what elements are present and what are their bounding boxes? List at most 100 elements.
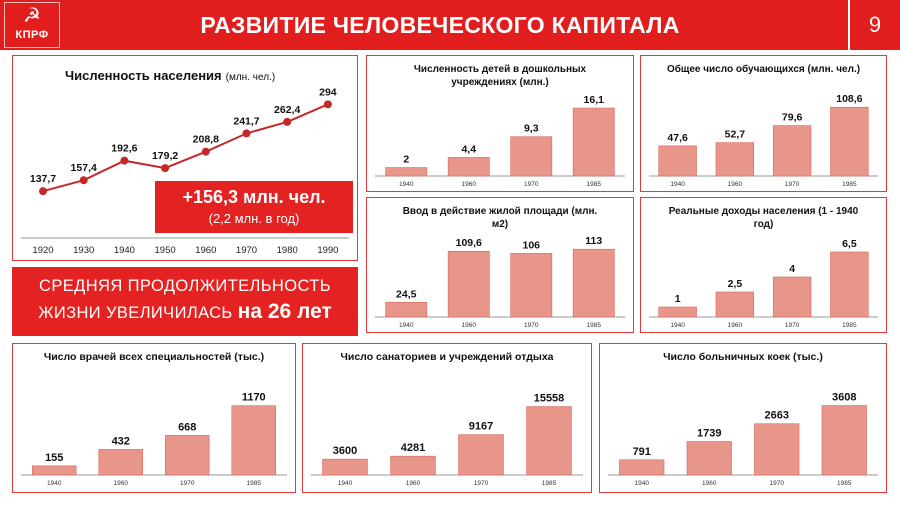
bar — [715, 142, 755, 177]
chart-title-unit: (млн. чел.) — [226, 72, 276, 83]
data-label: 47,6 — [667, 132, 688, 144]
data-label: 109,6 — [456, 237, 482, 249]
population-growth-box: +156,3 млн. чел. (2,2 млн. в год) — [155, 181, 353, 233]
students-chart-panel: Общее число обучающихся (млн. чел.) 47,6 1… — [640, 55, 887, 192]
chart-svg: Реальные доходы населения (1 - 1940 год) 1… — [649, 206, 878, 329]
data-label: 9167 — [469, 421, 493, 433]
data-label: 262,4 — [274, 104, 300, 116]
data-label: 3608 — [832, 392, 856, 404]
data-label: 157,4 — [71, 162, 97, 174]
data-label: 9,3 — [524, 123, 539, 135]
bar — [772, 276, 812, 318]
tick-label: 1990 — [317, 245, 338, 256]
data-label: 432 — [112, 435, 130, 447]
data-label: 155 — [45, 452, 63, 464]
data-point — [242, 129, 251, 138]
life-expectancy-box: СРЕДНЯЯ ПРОДОЛЖИТЕЛЬНОСТЬ ЖИЗНИ УВЕЛИЧИЛ… — [12, 267, 358, 336]
bar — [619, 459, 665, 476]
tick-label: 1970 — [524, 181, 539, 188]
bar — [231, 405, 276, 476]
data-label: 192,6 — [111, 143, 137, 155]
data-point — [120, 156, 129, 165]
data-label: 15558 — [534, 393, 565, 405]
tick-label: 1940 — [399, 181, 414, 188]
chart-title: Число врачей всех специальностей (тыс.) — [44, 351, 264, 363]
bar — [390, 455, 436, 476]
tick-label: 1950 — [155, 245, 176, 256]
tick-label: 1940 — [635, 480, 650, 487]
hammer-sickle-icon: ☭ — [23, 5, 41, 27]
data-point — [39, 187, 47, 196]
bar — [458, 434, 504, 476]
bar — [447, 250, 490, 318]
chart-title: год) — [754, 219, 774, 230]
life-expectancy-text: ЖИЗНИ УВЕЛИЧИЛАСЬ — [38, 304, 233, 322]
tick-label: 1970 — [180, 480, 195, 487]
data-point — [79, 176, 88, 185]
bar — [165, 435, 210, 476]
tick-label: 1940 — [399, 322, 414, 329]
tick-label: 1960 — [114, 480, 129, 487]
hospital-beds-chart-panel: Число больничных коек (тыс.) 791 1940 1739 1… — [599, 343, 887, 493]
logo-text: КПРФ — [15, 29, 49, 41]
tick-label: 1940 — [114, 245, 135, 256]
chart-svg: Ввод в действие жилой площади (млн. м2) 24… — [375, 206, 625, 329]
data-label: 1 — [675, 293, 681, 305]
life-expectancy-line1: СРЕДНЯЯ ПРОДОЛЖИТЕЛЬНОСТЬ — [39, 277, 331, 295]
data-label: 106 — [522, 239, 540, 251]
chart-title: Число больничных коек (тыс.) — [663, 351, 823, 363]
tick-label: 1985 — [247, 480, 262, 487]
data-label: 2,5 — [728, 278, 743, 290]
data-point — [201, 147, 210, 156]
sanatoriums-chart-panel: Число санаториев и учреждений отдыха 3600… — [302, 343, 592, 493]
tick-label: 1960 — [195, 245, 216, 256]
bar — [686, 441, 732, 476]
tick-label: 1960 — [462, 181, 477, 188]
data-label: 79,6 — [782, 112, 803, 124]
bar — [572, 248, 615, 318]
tick-label: 1970 — [770, 480, 785, 487]
tick-label: 1940 — [670, 322, 685, 329]
tick-label: 1960 — [728, 322, 743, 329]
data-label: 791 — [633, 446, 651, 458]
chart-svg: Число санаториев и учреждений отдыха 3600… — [311, 351, 583, 487]
tick-label: 1960 — [462, 322, 477, 329]
bar — [754, 423, 800, 476]
tick-label: 1985 — [587, 322, 602, 329]
bar — [385, 167, 428, 177]
data-label: 2 — [403, 154, 409, 166]
tick-label: 1985 — [587, 181, 602, 188]
preschool-chart-panel: Численность детей в дошкольных учреждения… — [366, 55, 634, 192]
chart-svg: Общее число обучающихся (млн. чел.) 47,6 1… — [649, 63, 878, 188]
population-growth-value: +156,3 млн. чел. — [182, 187, 326, 207]
data-label: 6,5 — [842, 238, 857, 250]
tick-label: 1970 — [524, 322, 539, 329]
chart-title-main: Численность населения — [65, 68, 222, 83]
population-growth-rate: (2,2 млн. в год) — [208, 211, 300, 226]
data-label: 241,7 — [233, 115, 259, 127]
chart-title: м2) — [492, 219, 508, 230]
data-label: 4281 — [401, 442, 425, 454]
data-label: 3600 — [333, 445, 357, 457]
chart-title: Реальные доходы населения (1 - 1940 — [669, 206, 859, 217]
bar — [715, 291, 755, 318]
bar — [658, 145, 697, 177]
tick-label: 1940 — [338, 480, 353, 487]
bar — [658, 306, 697, 318]
bar — [830, 106, 869, 177]
tick-label: 1985 — [842, 322, 857, 329]
data-label: 52,7 — [725, 129, 746, 141]
party-logo: ☭ КПРФ — [4, 2, 60, 48]
chart-svg: Число больничных коек (тыс.) 791 1940 1739 1… — [608, 351, 878, 487]
tick-label: 1960 — [728, 181, 743, 188]
series-line — [42, 103, 329, 193]
income-chart-panel: Реальные доходы населения (1 - 1940 год) 1… — [640, 197, 887, 333]
bar — [32, 465, 77, 476]
bar — [98, 449, 143, 476]
chart-svg: Численность детей в дошкольных учреждения… — [375, 64, 625, 188]
bar — [821, 405, 867, 476]
header-bar: ☭ КПРФ РАЗВИТИЕ ЧЕЛОВЕЧЕСКОГО КАПИТАЛА 9 — [0, 0, 900, 50]
tick-label: 1940 — [47, 480, 62, 487]
data-point — [161, 164, 170, 173]
data-label: 108,6 — [836, 93, 862, 105]
